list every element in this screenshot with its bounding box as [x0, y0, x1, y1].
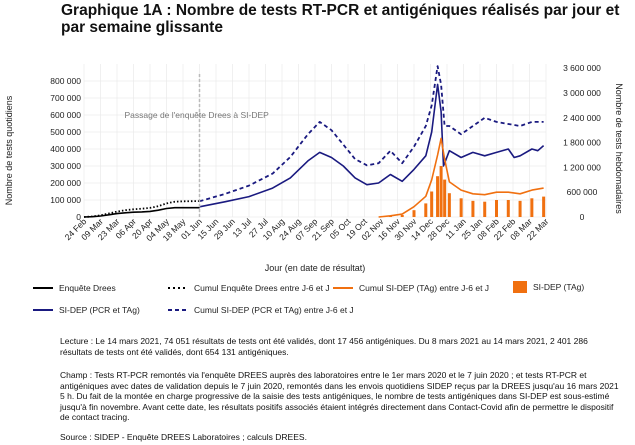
legend-swatch: [513, 281, 527, 293]
y-right-tick-label: 1 800 000: [563, 138, 601, 148]
y-right-tick-label: 3 600 000: [563, 63, 601, 73]
y-right-tick-label: 1 200 000: [563, 162, 601, 172]
bar-sidep-tag: [542, 196, 546, 217]
legend-swatch: [33, 287, 53, 289]
y-left-tick-label: 400 000: [50, 144, 81, 154]
note-champ: Champ : Tests RT-PCR remontés via l'enqu…: [60, 370, 620, 423]
bar-sidep-tag: [447, 193, 451, 217]
series-line-cumul-si-dep-tag-entre-j-6-et-j: [378, 137, 544, 218]
bar-sidep-tag: [424, 203, 428, 217]
note-lecture: Lecture : Le 14 mars 2021, 74 051 résult…: [60, 336, 620, 357]
legend-label: Enquête Drees: [59, 283, 116, 293]
note-source: Source : SIDEP - Enquête DREES Laboratoi…: [60, 432, 620, 443]
legend-item-sidep-pcr-tag: SI-DEP (PCR et TAg): [32, 305, 140, 315]
series-line-cumul-enqu-te-drees-entre-j-6-et-j: [83, 200, 200, 218]
legend-item-cumul-sidep-tag: Cumul SI-DEP (TAg) entre J-6 et J: [332, 283, 489, 293]
bar-sidep-tag: [495, 200, 498, 217]
bar-sidep-tag: [430, 191, 434, 217]
legend-item-enquete-drees: Enquête Drees: [32, 283, 116, 293]
legend-label: Cumul Enquête Drees entre J-6 et J: [194, 283, 330, 293]
y-left-tick-label: 300 000: [50, 161, 81, 171]
bar-sidep-tag: [459, 198, 463, 217]
bar-sidep-tag: [471, 200, 475, 217]
bar-sidep-tag: [436, 176, 440, 217]
y-right-tick-label: 600 000: [567, 187, 598, 197]
legend-swatch: [168, 287, 188, 289]
legend-label: Cumul SI-DEP (TAg) entre J-6 et J: [359, 283, 490, 293]
bar-sidep-tag: [518, 200, 522, 217]
y-right-tick-label: 3 000 000: [563, 88, 601, 98]
y-right-tick-label: 2 400 000: [563, 113, 601, 123]
y-left-axis-title: Nombre de tests quotidiens: [4, 95, 14, 205]
legend-swatch: [33, 309, 53, 311]
x-axis-title: Jour (en date de résultat): [265, 263, 366, 273]
y-left-tick-label: 700 000: [50, 93, 81, 103]
legend-label: Cumul SI-DEP (PCR et TAg) entre J-6 et J: [194, 305, 354, 315]
legend-swatch: [333, 287, 353, 289]
y-left-tick-label: 200 000: [50, 178, 81, 188]
series-line-si-dep-pcr-et-tag-: [199, 83, 545, 208]
y-left-tick-label: 500 000: [50, 127, 81, 137]
series-line-cumul-si-dep-pcr-et-tag-entre-j-6-et-j: [199, 65, 544, 203]
y-left-tick-label: 100 000: [50, 195, 81, 205]
bar-sidep-tag: [506, 200, 510, 217]
y-right-tick-label: 0: [580, 212, 585, 222]
note-champ-text: Champ : Tests RT-PCR remontés via l'enqu…: [60, 370, 619, 422]
note-source-text: Source : SIDEP - Enquête DREES Laboratoi…: [60, 432, 307, 442]
bars-group: [388, 166, 546, 217]
legend-item-cumul-sidep-pcr-tag: Cumul SI-DEP (PCR et TAg) entre J-6 et J: [167, 305, 354, 315]
chart-area: Passage de l'enquête Drees à SI-DEP 0 100…: [4, 63, 624, 273]
y-left-tick-label: 800 000: [50, 76, 81, 86]
legend-label: SI-DEP (PCR et TAg): [59, 305, 140, 315]
y-right-axis-title: Nombre de tests hebdomadaires: [614, 83, 624, 214]
bar-sidep-tag: [412, 210, 416, 217]
bar-sidep-tag: [439, 166, 443, 217]
annotation-group: Passage de l'enquête Drees à SI-DEP: [125, 74, 270, 217]
annotation-label: Passage de l'enquête Drees à SI-DEP: [125, 110, 270, 120]
bar-sidep-tag: [443, 179, 447, 217]
chart-title: Graphique 1A : Nombre de tests RT-PCR et…: [61, 2, 620, 36]
legend-label: SI-DEP (TAg): [533, 282, 585, 292]
bar-sidep-tag: [400, 214, 404, 217]
legend-swatch: [168, 309, 188, 311]
bar-sidep-tag: [483, 201, 487, 217]
bar-sidep-tag: [530, 198, 534, 217]
legend-item-sidep-tag: SI-DEP (TAg): [512, 280, 584, 294]
legend-item-cumul-enquete-drees: Cumul Enquête Drees entre J-6 et J: [167, 283, 330, 293]
y-left-tick-label: 600 000: [50, 110, 81, 120]
note-lecture-text: Lecture : Le 14 mars 2021, 74 051 résult…: [60, 336, 588, 357]
y-left-tick-label: 0: [76, 212, 81, 222]
lines-group: [83, 65, 545, 218]
